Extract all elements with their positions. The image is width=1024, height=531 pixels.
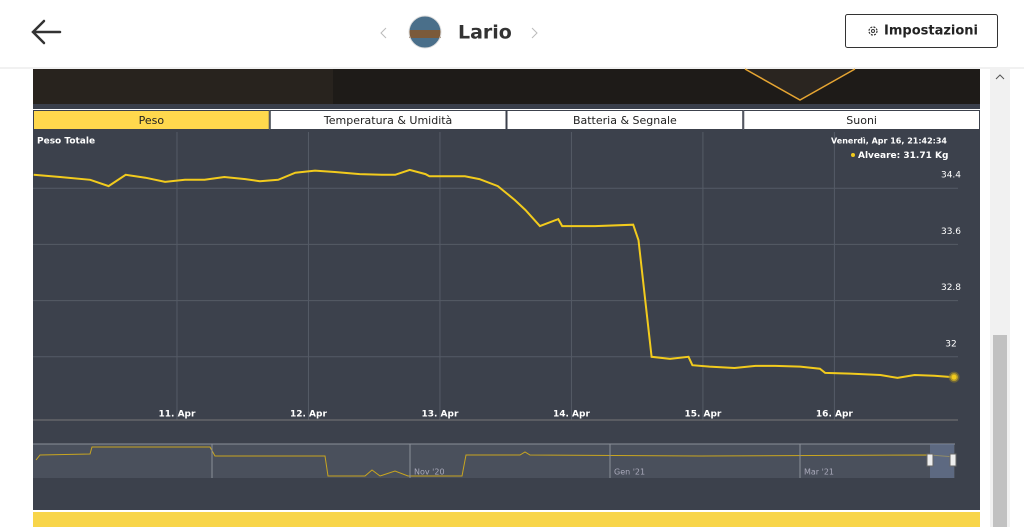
tooltip-value: : 31.71 Kg	[897, 151, 949, 161]
tooltip-series: Alveare	[858, 151, 897, 161]
tab[interactable]	[743, 110, 980, 130]
tab[interactable]	[269, 110, 507, 130]
x-tick-label: 13. Apr	[421, 410, 458, 420]
footer-bar	[33, 512, 980, 527]
tooltip-date: Venerdì, Apr 16, 21:42:34	[831, 137, 947, 146]
chart-title: Peso Totale	[37, 137, 95, 147]
navigator-label: Mar '21	[804, 468, 834, 477]
hive-title: Lario	[458, 22, 512, 44]
tab[interactable]	[506, 110, 744, 130]
x-tick-label: 16. Apr	[816, 410, 853, 420]
settings-label[interactable]: Impostazioni	[884, 24, 978, 39]
navigator	[33, 443, 957, 478]
back-button[interactable]	[31, 19, 62, 45]
x-tick-label: 15. Apr	[684, 410, 721, 420]
navigator-labels: Nov '20 Gen '21 Mar '21	[414, 468, 834, 477]
tab-bar: Peso Temperatura & Umidità Batteria & Segn…	[33, 110, 980, 130]
y-tick-label: 34.4	[941, 171, 961, 181]
prev-arrow[interactable]	[380, 27, 387, 39]
avatar[interactable]	[408, 15, 442, 49]
x-tick-label: 11. Apr	[159, 410, 196, 420]
hover-point	[948, 371, 960, 383]
navigator-label: Gen '21	[614, 468, 645, 477]
x-tick-label: 12. Apr	[290, 410, 327, 420]
series-line	[33, 168, 955, 379]
plot: 32 32.8 33.6 34.4 11. Apr 12. Apr 13. Apr 14. A…	[33, 132, 961, 421]
x-tick-label: 14. Apr	[553, 410, 590, 420]
tooltip: Alveare: 31.71 Kg	[858, 151, 948, 161]
tab-label[interactable]: Peso	[139, 114, 165, 127]
tab-label[interactable]: Temperatura & Umidità	[323, 114, 452, 127]
banner-image	[33, 68, 980, 109]
y-tick-label: 32	[945, 339, 956, 349]
tab-label[interactable]: Batteria & Segnale	[573, 114, 677, 127]
next-arrow[interactable]	[531, 27, 538, 39]
tab[interactable]	[33, 110, 270, 130]
settings-button[interactable]: Impostazioni	[845, 14, 998, 48]
y-tick-label: 32.8	[941, 283, 961, 293]
y-tick-label: 33.6	[941, 227, 961, 237]
tab-label[interactable]: Suoni	[846, 114, 877, 127]
scrollbar[interactable]	[990, 69, 1010, 527]
tooltip-marker	[851, 153, 855, 157]
navigator-label: Nov '20	[414, 468, 445, 477]
